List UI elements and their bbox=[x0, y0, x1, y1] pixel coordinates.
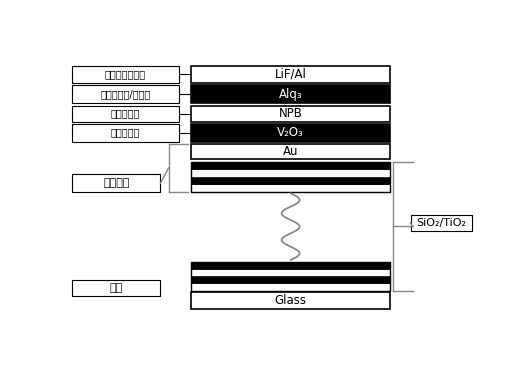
Bar bbox=[72, 124, 179, 142]
Bar bbox=[191, 124, 390, 142]
Bar bbox=[411, 215, 472, 231]
Bar bbox=[191, 276, 390, 283]
Bar bbox=[191, 162, 390, 192]
Bar bbox=[191, 184, 390, 192]
Bar bbox=[72, 85, 179, 103]
Text: 衬底: 衬底 bbox=[110, 284, 123, 293]
Bar bbox=[191, 169, 390, 177]
Text: 电子传输层/发光层: 电子传输层/发光层 bbox=[101, 89, 151, 99]
Text: 空穴传输层: 空穴传输层 bbox=[111, 109, 140, 119]
Bar bbox=[191, 66, 390, 83]
Bar bbox=[191, 269, 390, 276]
Text: Glass: Glass bbox=[275, 294, 307, 307]
Bar bbox=[191, 177, 390, 184]
Bar bbox=[72, 66, 179, 83]
Bar bbox=[191, 283, 390, 291]
Bar bbox=[72, 106, 179, 122]
Text: Alq₃: Alq₃ bbox=[279, 88, 303, 101]
Bar bbox=[191, 144, 390, 159]
Bar bbox=[191, 106, 390, 122]
Bar bbox=[191, 162, 390, 169]
Text: 复合阳极: 复合阳极 bbox=[103, 178, 130, 188]
Text: NPB: NPB bbox=[279, 107, 303, 120]
Bar bbox=[191, 262, 390, 291]
Bar bbox=[191, 292, 390, 308]
Text: 电子注入层阴极: 电子注入层阴极 bbox=[105, 69, 146, 79]
Text: V₂O₃: V₂O₃ bbox=[277, 126, 304, 139]
Bar bbox=[191, 262, 390, 269]
Text: SiO₂/TiO₂: SiO₂/TiO₂ bbox=[416, 218, 466, 228]
Text: 空穴注入层: 空穴注入层 bbox=[111, 128, 140, 138]
Text: Au: Au bbox=[283, 145, 298, 158]
Bar bbox=[72, 280, 160, 296]
Bar bbox=[191, 85, 390, 103]
Bar bbox=[72, 175, 160, 192]
Text: LiF/Al: LiF/Al bbox=[275, 68, 306, 81]
